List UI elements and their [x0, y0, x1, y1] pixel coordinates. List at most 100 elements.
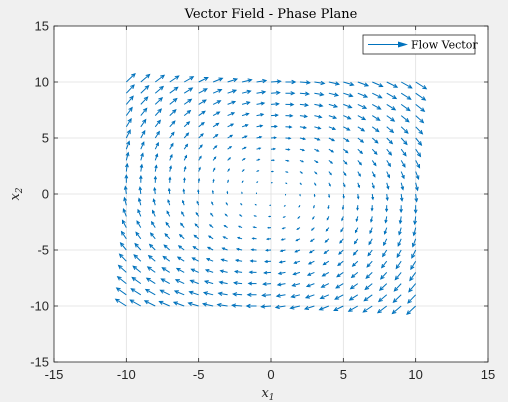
arrow-shaft: [148, 255, 156, 262]
flow-vector-arrow: [140, 96, 149, 105]
arrow-head: [350, 273, 356, 279]
arrow-head: [271, 170, 275, 173]
arrow-head: [168, 176, 172, 180]
flow-vector-arrow: [290, 294, 301, 299]
arrow-head: [153, 186, 157, 191]
arrow-shaft: [276, 294, 286, 297]
arrow-head: [259, 124, 264, 128]
arrow-shaft: [398, 227, 402, 235]
flow-vector-arrow: [298, 204, 301, 208]
flow-vector-arrow: [366, 260, 373, 268]
flow-vector-arrow: [173, 290, 185, 296]
flow-vector-arrow: [341, 216, 344, 222]
arrow-shaft: [400, 115, 410, 123]
arrow-head: [366, 263, 371, 268]
arrow-shaft: [343, 126, 350, 131]
arrow-head: [376, 308, 382, 314]
arrow-shaft: [233, 293, 243, 296]
arrow-shaft: [407, 294, 417, 304]
flow-vector-arrow: [414, 193, 419, 203]
arrow-head: [362, 308, 368, 313]
flow-vector-arrow: [270, 124, 278, 129]
flow-vector-arrow: [270, 170, 275, 173]
arrow-head: [333, 92, 340, 97]
arrow-head: [302, 137, 307, 141]
arrow-head: [367, 252, 372, 257]
arrow-head: [167, 187, 171, 192]
arrow-head: [289, 113, 294, 118]
arrow-head: [186, 109, 192, 115]
x-tick-label: 0: [267, 367, 274, 382]
arrow-head: [412, 231, 417, 237]
arrow-shaft: [343, 92, 353, 97]
flow-vector-arrow: [154, 153, 159, 161]
flow-vector-arrow: [250, 248, 257, 252]
arrow-shaft: [304, 305, 315, 310]
arrow-head: [124, 174, 129, 179]
arrow-shaft: [130, 288, 142, 296]
arrow-head: [174, 279, 180, 284]
flow-vector-arrow: [386, 92, 398, 100]
flow-vector-arrow: [342, 160, 348, 165]
flow-vector-arrow: [265, 248, 272, 252]
flow-vector-arrow: [410, 260, 417, 271]
flow-vector-arrow: [280, 238, 286, 241]
arrow-shaft: [198, 77, 209, 83]
flow-vector-arrow: [163, 244, 171, 251]
arrow-head: [323, 250, 327, 255]
flow-vector-arrow: [150, 220, 156, 228]
arrow-head: [413, 209, 418, 214]
arrow-head: [231, 303, 237, 308]
arrow-head: [160, 278, 166, 283]
flow-vector-arrow: [357, 81, 370, 87]
flow-vector-arrow: [198, 88, 208, 94]
arrow-head: [190, 268, 195, 273]
flow-vector-arrow: [314, 137, 321, 141]
flow-vector-arrow: [212, 178, 215, 183]
arrow-head: [198, 166, 201, 170]
flow-vector-arrow: [123, 185, 128, 195]
arrow-head: [137, 208, 141, 214]
flow-vector-arrow: [343, 126, 351, 131]
arrow-head: [227, 168, 230, 171]
arrow-shaft: [381, 260, 388, 268]
arrow-shaft: [395, 260, 402, 269]
flow-vector-arrow: [183, 154, 188, 161]
flow-vector-arrow: [183, 109, 192, 116]
arrow-shaft: [125, 73, 136, 83]
arrow-head: [330, 149, 335, 153]
arrow-shaft: [169, 109, 177, 116]
arrow-head: [217, 88, 223, 93]
arrow-shaft: [227, 112, 235, 117]
flow-vector-arrow: [362, 305, 373, 313]
arrow-head: [289, 305, 295, 310]
arrow-shaft: [140, 85, 149, 94]
arrow-head: [267, 215, 271, 218]
arrow-shaft: [299, 81, 310, 84]
legend-box: [362, 34, 476, 55]
arrow-head: [291, 282, 296, 287]
flow-vector-arrow: [270, 147, 277, 151]
flow-vector-arrow: [357, 92, 369, 98]
arrow-head: [421, 96, 427, 101]
arrow-head: [373, 162, 377, 167]
flow-vector-arrow: [413, 216, 418, 226]
flow-vector-arrow: [385, 193, 389, 202]
arrow-head: [388, 140, 394, 145]
arrow-shaft: [144, 300, 156, 307]
arrow-head: [152, 209, 156, 214]
flow-vector-arrow: [226, 190, 229, 195]
arrow-shaft: [275, 305, 286, 308]
flow-vector-arrow: [198, 155, 202, 161]
arrow-head: [264, 259, 268, 264]
flow-vector-arrow: [351, 260, 359, 267]
arrow-shaft: [146, 277, 156, 285]
arrow-head: [199, 155, 202, 159]
arrow-head: [139, 174, 143, 179]
arrow-head: [405, 106, 411, 112]
quiver-arrows: [114, 72, 428, 316]
flow-vector-arrow: [154, 74, 166, 83]
arrow-head: [189, 76, 195, 81]
flow-vector-arrow: [169, 86, 179, 94]
arrow-head: [222, 236, 226, 239]
